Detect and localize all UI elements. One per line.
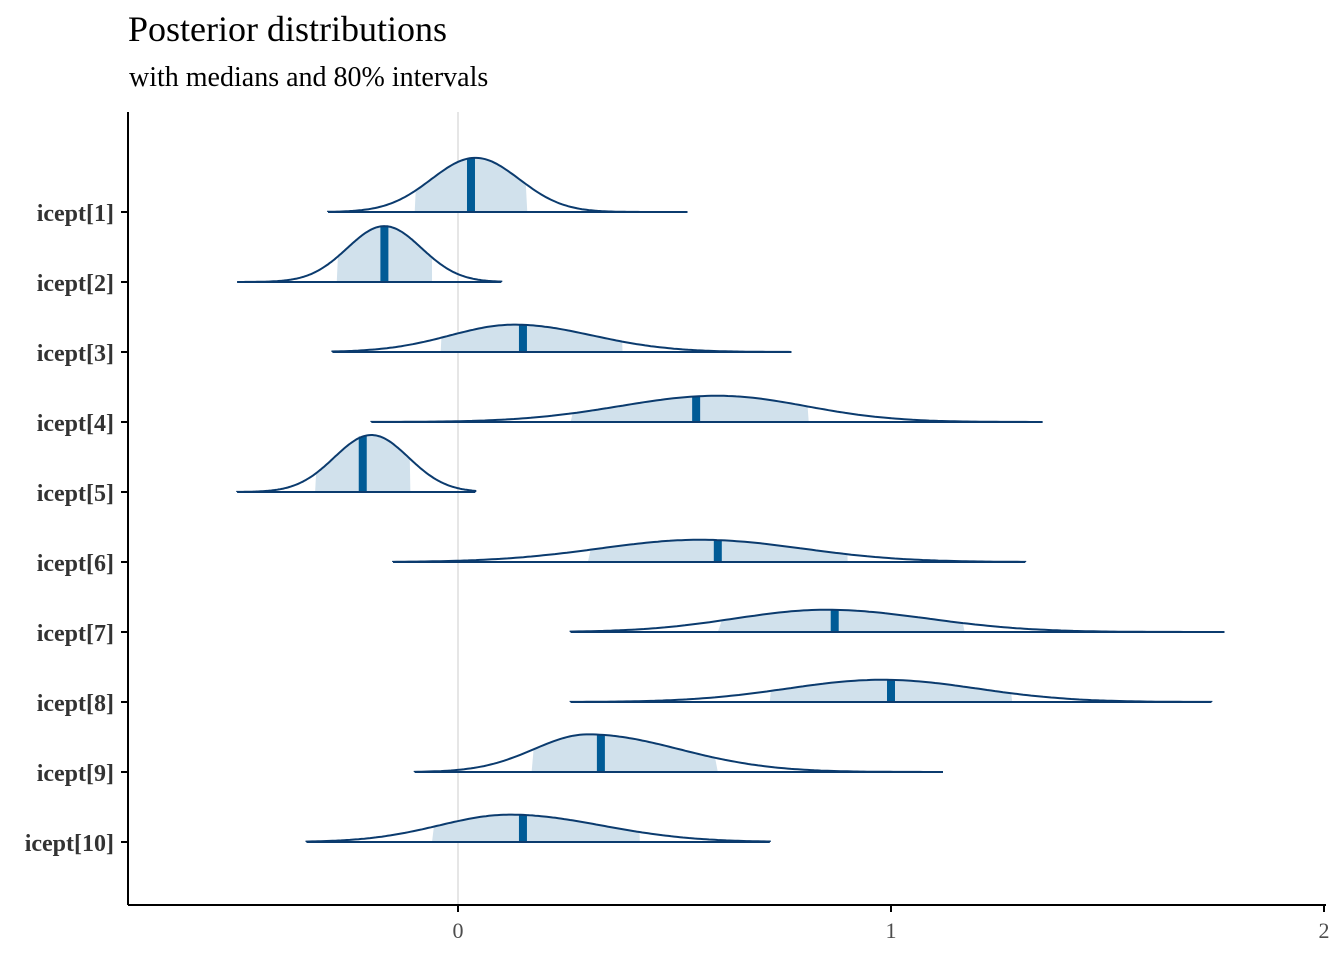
density-outline-icept[10] <box>305 813 771 843</box>
median-marker-icept[7] <box>830 609 839 632</box>
ridge-icept[7] <box>569 608 1225 633</box>
y-tick-label: icept[7] <box>37 621 114 647</box>
y-tick-label: icept[10] <box>25 831 114 857</box>
chart-title: Posterior distributions <box>128 9 448 49</box>
interval-area-icept[7] <box>717 609 965 632</box>
y-tick-label: icept[2] <box>37 271 114 297</box>
x-tick-label: 1 <box>886 918 897 943</box>
interval-area-icept[9] <box>531 734 718 772</box>
x-tick-label: 2 <box>1319 918 1330 943</box>
interval-area-icept[4] <box>570 395 809 422</box>
median-marker-icept[1] <box>466 158 475 212</box>
ridge-icept[2] <box>237 225 503 283</box>
ridge-icept[3] <box>331 323 792 353</box>
ridge-icept[9] <box>413 733 943 773</box>
median-marker-icept[6] <box>713 540 722 562</box>
median-marker-icept[3] <box>518 324 527 352</box>
y-tick-label: icept[8] <box>37 691 114 717</box>
y-tick-label: icept[5] <box>37 481 114 507</box>
interval-area-icept[3] <box>440 324 623 352</box>
y-tick-label: icept[4] <box>37 411 114 437</box>
interval-area-icept[10] <box>432 814 640 842</box>
median-marker-icept[5] <box>358 436 367 492</box>
density-outline-icept[5] <box>236 434 477 493</box>
density-outline-icept[6] <box>392 538 1027 563</box>
median-marker-icept[9] <box>596 734 605 772</box>
median-marker-icept[8] <box>887 679 895 702</box>
chart-subtitle: with medians and 80% intervals <box>129 62 489 93</box>
ridge-icept[4] <box>370 394 1043 423</box>
y-tick-label: icept[3] <box>37 341 114 367</box>
y-tick-label: icept[9] <box>37 761 114 787</box>
ridge-icept[5] <box>236 434 477 493</box>
y-tick-label: icept[1] <box>37 201 114 227</box>
ridge-icept[10] <box>305 813 771 843</box>
median-marker-icept[10] <box>518 814 527 842</box>
median-marker-icept[2] <box>380 226 389 282</box>
density-outline-icept[4] <box>370 394 1043 423</box>
ridge-icept[6] <box>392 538 1027 563</box>
median-marker-icept[4] <box>692 396 701 422</box>
ridge-icept[1] <box>327 156 688 213</box>
ridge-icept[8] <box>569 678 1213 703</box>
density-outline-icept[8] <box>569 678 1213 703</box>
y-tick-label: icept[6] <box>37 551 114 577</box>
density-outline-icept[2] <box>237 225 503 283</box>
x-tick-label: 0 <box>453 918 464 943</box>
